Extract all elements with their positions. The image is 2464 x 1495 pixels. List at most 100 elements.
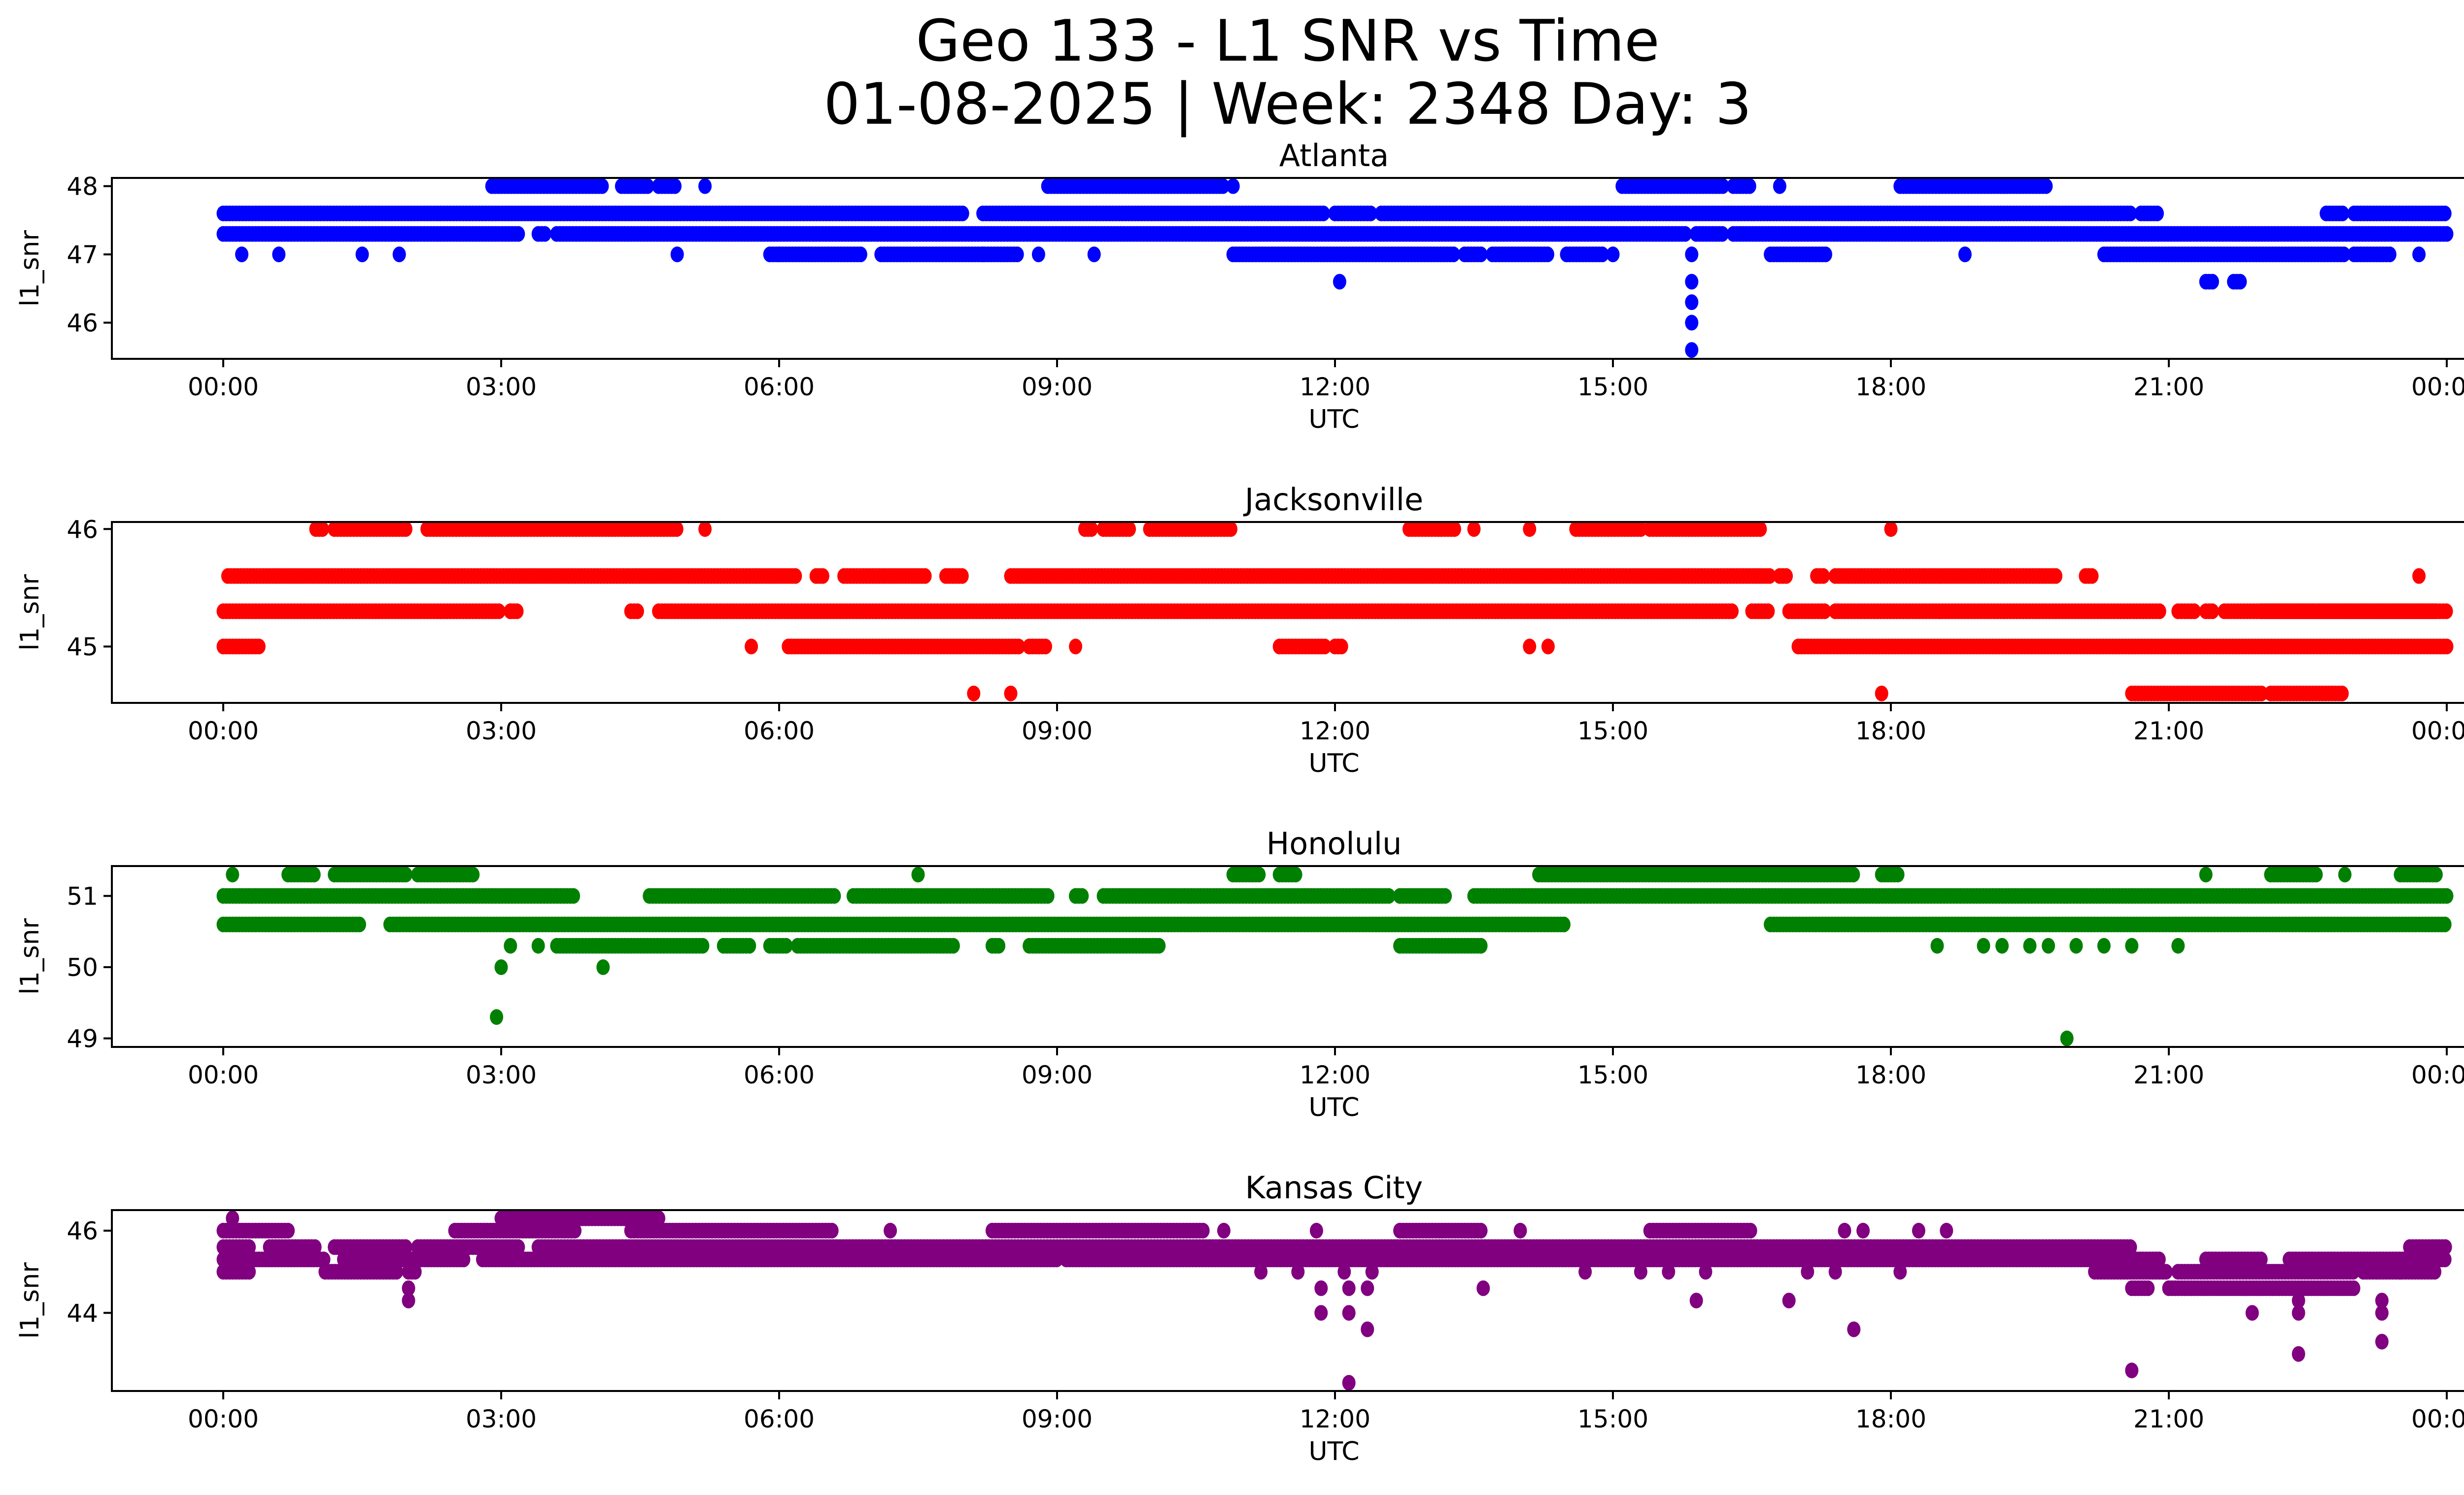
data-point — [827, 888, 841, 904]
x-tick-label: 00:00 — [188, 717, 259, 745]
data-point — [2440, 638, 2454, 655]
data-point — [595, 178, 609, 194]
data-point — [2439, 603, 2453, 620]
panel-title: Atlanta — [1279, 138, 1389, 174]
x-tick-label: 00:00 — [188, 373, 259, 401]
y-axis-label: l1_snr — [15, 230, 45, 307]
scatter-series — [216, 522, 2454, 701]
x-tick-label: 21:00 — [2133, 717, 2204, 745]
data-point — [630, 603, 644, 620]
data-point — [2336, 206, 2349, 221]
data-point — [1958, 246, 1972, 263]
data-point — [512, 226, 525, 242]
data-point — [1763, 568, 1777, 584]
x-tick-label: 00:00 — [2411, 717, 2464, 745]
x-tick-label: 03:00 — [466, 717, 537, 745]
scatter-series — [216, 867, 2454, 1046]
x-tick-label: 21:00 — [2133, 373, 2204, 401]
data-point — [976, 246, 990, 263]
data-point — [2188, 603, 2201, 620]
data-point — [1716, 178, 1730, 194]
data-point — [1226, 178, 1240, 194]
data-point — [816, 568, 829, 584]
data-point — [1069, 638, 1083, 655]
data-point — [315, 522, 329, 537]
data-point — [1523, 638, 1537, 655]
data-point — [1780, 568, 1793, 584]
data-point — [1010, 246, 1024, 263]
data-point — [2438, 916, 2452, 933]
data-point — [1761, 603, 1775, 620]
data-point — [2085, 568, 2099, 584]
data-point — [1523, 522, 1537, 537]
data-point — [2255, 685, 2268, 701]
data-point — [1012, 638, 1026, 655]
x-axis-label: UTC — [1308, 749, 1359, 778]
data-point — [698, 178, 712, 194]
data-point — [1216, 178, 1230, 194]
data-point — [1031, 246, 1045, 263]
data-point — [538, 226, 551, 242]
data-point — [2440, 888, 2454, 904]
data-point — [788, 568, 802, 584]
data-point — [2039, 178, 2053, 194]
data-point — [1087, 246, 1101, 263]
data-point — [745, 638, 758, 655]
data-point — [967, 685, 981, 701]
data-point — [2335, 685, 2349, 701]
data-point — [918, 568, 932, 584]
data-point — [2412, 246, 2426, 263]
figure-subtitle: 01-08-2025 | Week: 2348 Day: 3 — [823, 71, 1752, 138]
data-point — [235, 246, 249, 263]
data-point — [2233, 274, 2247, 290]
x-tick-label: 18:00 — [1855, 717, 1926, 745]
data-point — [392, 246, 406, 263]
data-point — [1318, 638, 1332, 655]
data-point — [1743, 178, 1756, 194]
data-point — [1224, 522, 1237, 537]
data-point — [1606, 246, 1620, 263]
data-point — [1085, 522, 1098, 537]
data-point — [1039, 638, 1052, 655]
data-point — [854, 246, 867, 263]
x-tick-label: 09:00 — [1022, 373, 1093, 401]
figure-title: Geo 133 - L1 SNR vs Time — [916, 8, 1660, 74]
data-point — [2383, 246, 2396, 263]
data-point — [2337, 246, 2351, 263]
data-point — [1678, 226, 1692, 242]
y-tick-label: 47 — [67, 241, 98, 269]
data-point — [696, 938, 710, 954]
data-point — [779, 938, 793, 954]
data-point — [2440, 226, 2454, 242]
data-point — [1773, 178, 1786, 194]
data-point — [399, 522, 412, 537]
scatter-series — [216, 178, 2454, 358]
data-point — [1685, 294, 1699, 311]
y-tick-label: 48 — [67, 173, 98, 201]
data-point — [1123, 522, 1136, 537]
data-point — [1875, 685, 1888, 701]
x-tick-label: 06:00 — [744, 717, 815, 745]
data-point — [1041, 888, 1055, 904]
y-tick-label: 45 — [67, 633, 98, 661]
x-tick-label: 00:00 — [2411, 373, 2464, 401]
x-tick-label: 12:00 — [1300, 373, 1370, 401]
data-point — [1382, 888, 1396, 904]
data-point — [668, 178, 682, 194]
axes-frame — [111, 177, 2464, 360]
y-axis-label: l1_snr — [15, 574, 45, 651]
x-tick-label: 06:00 — [744, 373, 815, 401]
data-point — [1816, 568, 1830, 584]
data-point — [1818, 603, 1832, 620]
data-point — [1317, 206, 1330, 221]
data-point — [743, 938, 756, 954]
data-point — [355, 246, 369, 263]
y-tick-label: 46 — [67, 309, 98, 338]
x-axis-label: UTC — [1308, 405, 1359, 434]
data-point — [1685, 342, 1699, 358]
data-point — [2205, 603, 2219, 620]
x-tick-label: 03:00 — [466, 373, 537, 401]
